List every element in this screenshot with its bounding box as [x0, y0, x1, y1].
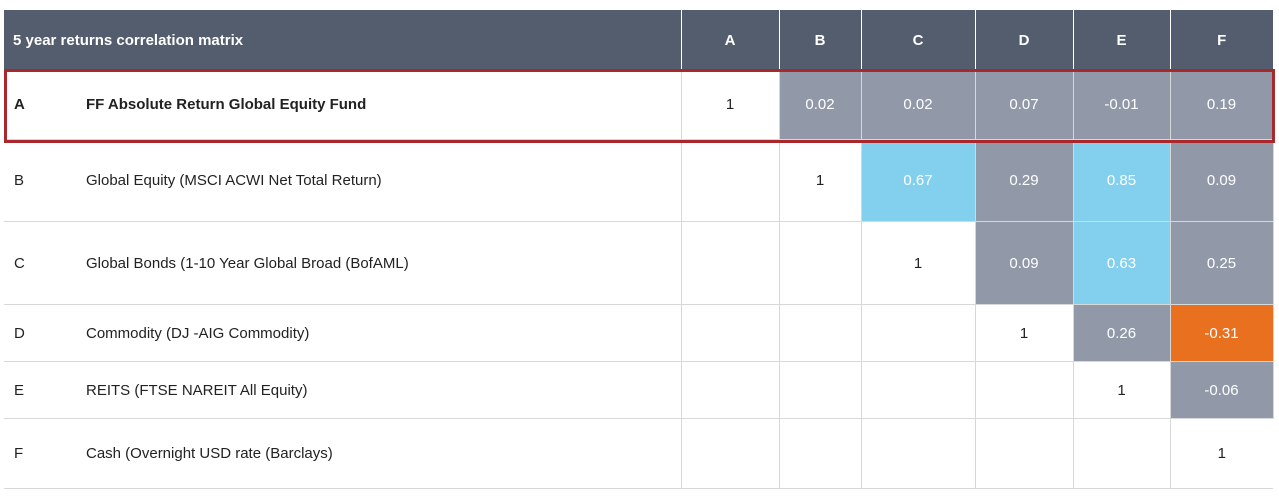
matrix-cell: [779, 304, 862, 362]
matrix-cell: [779, 361, 862, 419]
matrix-cell: 0.26: [1073, 304, 1171, 362]
matrix-cell: [975, 361, 1074, 419]
matrix-cell: 0.02: [779, 70, 862, 140]
correlation-matrix-table: 5 year returns correlation matrix A B C …: [4, 10, 1274, 489]
matrix-cell: 1: [1170, 418, 1274, 489]
column-header-f: F: [1170, 10, 1274, 70]
matrix-cell: 1: [1073, 361, 1171, 419]
matrix-cell: 0.19: [1170, 70, 1274, 140]
matrix-cell: 1: [861, 221, 976, 305]
matrix-cell: 0.63: [1073, 221, 1171, 305]
row-name: FF Absolute Return Global Equity Fund: [74, 70, 682, 140]
matrix-cell: [861, 304, 976, 362]
row-name: Commodity (DJ -AIG Commodity): [74, 304, 682, 362]
correlation-matrix-container: 5 year returns correlation matrix A B C …: [4, 10, 1275, 489]
matrix-cell: -0.06: [1170, 361, 1274, 419]
row-code: B: [4, 139, 74, 222]
matrix-title: 5 year returns correlation matrix: [4, 10, 682, 70]
column-header-a: A: [681, 10, 780, 70]
column-header-b: B: [779, 10, 862, 70]
table-row: A FF Absolute Return Global Equity Fund …: [4, 70, 1274, 140]
matrix-cell: 0.09: [975, 221, 1074, 305]
matrix-cell: [681, 304, 780, 362]
row-name: Global Bonds (1-10 Year Global Broad (Bo…: [74, 221, 682, 305]
matrix-cell: 0.09: [1170, 139, 1274, 222]
matrix-cell: [861, 361, 976, 419]
column-header-d: D: [975, 10, 1074, 70]
matrix-cell: 1: [975, 304, 1074, 362]
column-header-c: C: [861, 10, 976, 70]
matrix-cell: 0.85: [1073, 139, 1171, 222]
row-name: Global Equity (MSCI ACWI Net Total Retur…: [74, 139, 682, 222]
matrix-cell: -0.01: [1073, 70, 1171, 140]
header-row: 5 year returns correlation matrix A B C …: [4, 10, 1274, 70]
table-row: F Cash (Overnight USD rate (Barclays) 1: [4, 418, 1274, 489]
table-row: B Global Equity (MSCI ACWI Net Total Ret…: [4, 139, 1274, 222]
matrix-cell: 0.02: [861, 70, 976, 140]
matrix-cell: [975, 418, 1074, 489]
column-header-e: E: [1073, 10, 1171, 70]
matrix-cell: [779, 221, 862, 305]
matrix-cell: 1: [779, 139, 862, 222]
matrix-cell: -0.31: [1170, 304, 1274, 362]
matrix-cell: [681, 418, 780, 489]
row-code: D: [4, 304, 74, 362]
row-code: C: [4, 221, 74, 305]
matrix-cell: 1: [681, 70, 780, 140]
row-code: F: [4, 418, 74, 489]
row-code: A: [4, 70, 74, 140]
matrix-cell: [1073, 418, 1171, 489]
matrix-cell: [681, 139, 780, 222]
matrix-cell: 0.67: [861, 139, 976, 222]
row-name: Cash (Overnight USD rate (Barclays): [74, 418, 682, 489]
matrix-cell: [779, 418, 862, 489]
matrix-cell: [861, 418, 976, 489]
matrix-cell: 0.25: [1170, 221, 1274, 305]
matrix-cell: [681, 361, 780, 419]
table-row: D Commodity (DJ -AIG Commodity) 1 0.26 -…: [4, 304, 1274, 362]
row-code: E: [4, 361, 74, 419]
table-row: E REITS (FTSE NAREIT All Equity) 1 -0.06: [4, 361, 1274, 419]
matrix-cell: 0.07: [975, 70, 1074, 140]
row-name: REITS (FTSE NAREIT All Equity): [74, 361, 682, 419]
matrix-cell: 0.29: [975, 139, 1074, 222]
matrix-cell: [681, 221, 780, 305]
table-row: C Global Bonds (1-10 Year Global Broad (…: [4, 221, 1274, 305]
